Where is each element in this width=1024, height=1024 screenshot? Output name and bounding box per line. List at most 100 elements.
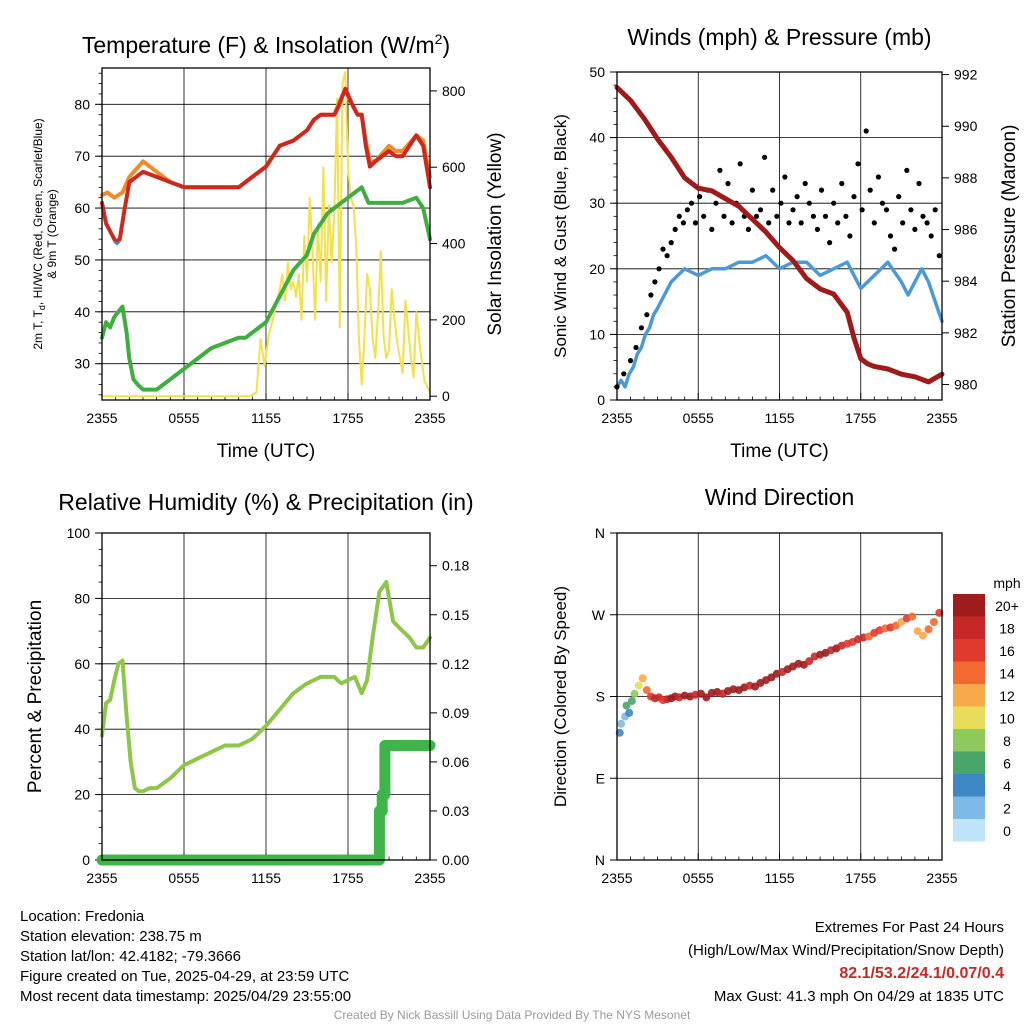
direction-point bbox=[615, 728, 624, 737]
wind-y2tick-label: 984 bbox=[954, 273, 978, 289]
direction-point bbox=[924, 625, 933, 634]
direction-point bbox=[919, 631, 927, 640]
gust-point bbox=[831, 200, 837, 206]
legend-swatch bbox=[953, 661, 985, 684]
temp-y2tick-label: 800 bbox=[442, 83, 466, 99]
gust-point bbox=[892, 246, 898, 252]
rh-yaxis-label: Percent & Precipitation bbox=[25, 600, 46, 793]
gust-point bbox=[656, 266, 662, 272]
temp-xtick-label: 2355 bbox=[414, 410, 445, 426]
pressure-yaxis-label: Station Pressure (Maroon) bbox=[999, 125, 1020, 348]
wind-y2tick-label: 986 bbox=[954, 222, 978, 238]
gust-point bbox=[879, 200, 886, 206]
direction-point bbox=[913, 627, 922, 636]
gust-point bbox=[692, 220, 699, 226]
gust-point bbox=[928, 233, 934, 239]
rh-y2tick-label: 0.15 bbox=[442, 607, 469, 623]
gust-point bbox=[766, 220, 772, 226]
wind-chart-title: Winds (mph) & Pressure (mb) bbox=[627, 24, 931, 50]
gust-point bbox=[802, 180, 808, 187]
gust-point bbox=[757, 207, 764, 213]
gust-point bbox=[737, 161, 743, 167]
legend-swatch bbox=[953, 706, 985, 729]
temp-xtick-label: 2355 bbox=[86, 410, 117, 426]
rh-xtick-label: 0555 bbox=[168, 870, 199, 886]
direction-point bbox=[642, 686, 651, 695]
rh-y2tick-label: 0.09 bbox=[442, 705, 469, 721]
gust-point bbox=[810, 213, 817, 219]
rh-chart-title: Relative Humidity (%) & Precipitation (i… bbox=[58, 489, 473, 515]
recent-data-text: Most recent data timestamp: 2025/04/29 2… bbox=[20, 988, 352, 1005]
gust-point bbox=[664, 253, 670, 259]
gust-point bbox=[721, 213, 727, 219]
wind-xtick-label: 0555 bbox=[683, 410, 714, 426]
gust-point bbox=[920, 213, 926, 219]
wind-ytick-label: 10 bbox=[589, 326, 605, 342]
gust-point bbox=[814, 226, 821, 232]
gust-point bbox=[709, 226, 715, 232]
temp-series-line bbox=[100, 86, 432, 244]
gust-point bbox=[883, 207, 890, 213]
gust-point bbox=[701, 213, 707, 219]
gust-point bbox=[835, 220, 841, 226]
extremes-subtitle: (High/Low/Max Wind/Precipitation/Snow De… bbox=[688, 942, 1004, 959]
gust-point bbox=[770, 187, 776, 193]
dir-xtick-label: 1155 bbox=[764, 870, 794, 886]
dir-ytick-label: W bbox=[592, 607, 606, 623]
wind-y2tick-label: 980 bbox=[954, 377, 978, 393]
direction-point bbox=[638, 674, 647, 683]
gust-point bbox=[912, 226, 918, 232]
temp-plot-frame bbox=[101, 67, 431, 401]
dir-xtick-label: 0555 bbox=[683, 870, 714, 886]
wind-ytick-label: 0 bbox=[597, 392, 605, 408]
temp-xtick-label: 0555 bbox=[168, 410, 199, 426]
rh-xtick-label: 1755 bbox=[332, 870, 363, 886]
direction-point bbox=[630, 689, 639, 698]
temp-y2tick-label: 400 bbox=[442, 236, 466, 252]
legend-label: 4 bbox=[1003, 778, 1011, 794]
legend-label: 12 bbox=[999, 688, 1015, 704]
legend-label: 6 bbox=[1003, 756, 1011, 772]
gust-point bbox=[627, 358, 634, 364]
wind-xaxis-label: Time (UTC) bbox=[730, 441, 829, 462]
rh-y2tick-label: 0.00 bbox=[442, 852, 469, 868]
gust-point bbox=[908, 207, 914, 213]
rh-ytick-label: 40 bbox=[74, 721, 90, 737]
gust-point bbox=[621, 371, 627, 377]
gust-point bbox=[644, 312, 650, 318]
gust-point bbox=[717, 167, 723, 173]
gust-point bbox=[896, 194, 902, 200]
rh-ytick-label: 20 bbox=[74, 787, 90, 803]
rh-ytick-label: 0 bbox=[82, 852, 90, 868]
rh-ytick-label: 80 bbox=[74, 590, 90, 606]
legend-label: 0 bbox=[1003, 823, 1011, 839]
gust-point bbox=[851, 194, 857, 200]
direction-point bbox=[908, 612, 917, 621]
dew-series-line bbox=[100, 185, 432, 392]
temp-chart-title: Temperature (F) & Insolation (W/m2) bbox=[82, 31, 450, 58]
rh-ytick-label: 100 bbox=[67, 525, 91, 541]
rh-y2tick-label: 0.03 bbox=[442, 803, 469, 819]
gust-point bbox=[900, 220, 906, 226]
direction-point bbox=[702, 693, 711, 702]
dir-xtick-label: 2355 bbox=[926, 870, 957, 886]
extremes-title: Extremes For Past 24 Hours bbox=[814, 919, 1004, 936]
rh-ytick-label: 60 bbox=[74, 656, 90, 672]
direction-point bbox=[627, 697, 636, 705]
gust-point bbox=[684, 207, 691, 213]
temp-ytick-label: 80 bbox=[74, 96, 90, 112]
gust-point bbox=[839, 180, 845, 187]
gust-point bbox=[729, 220, 735, 226]
dir-ytick-label: N bbox=[595, 852, 605, 868]
legend-label: 2 bbox=[1003, 801, 1011, 817]
legend-swatch bbox=[953, 729, 985, 752]
gust-point bbox=[916, 180, 922, 187]
temp-y2tick-label: 600 bbox=[442, 159, 466, 175]
dir-ytick-label: S bbox=[596, 689, 605, 705]
gust-point bbox=[887, 233, 894, 239]
wind-yaxis-label: Sonic Wind & Gust (Blue, Black) bbox=[551, 114, 570, 358]
temp-ytick-label: 30 bbox=[74, 356, 90, 372]
direction-point bbox=[929, 618, 938, 626]
gust-point bbox=[782, 174, 788, 180]
rh-series-line bbox=[100, 580, 432, 794]
